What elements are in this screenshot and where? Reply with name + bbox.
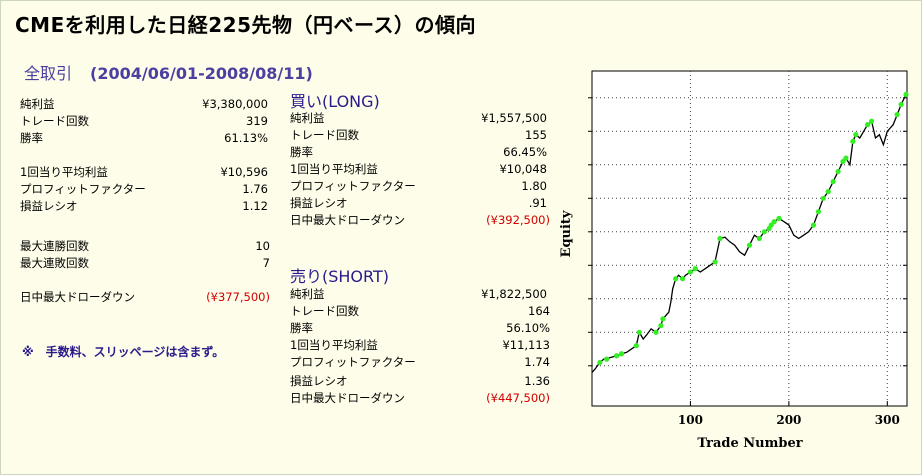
overall-row-pl-ratio: 損益レシオ 1.12 <box>20 199 268 213</box>
overall-row-trade-count: トレード回数 319 <box>20 114 268 128</box>
win-point <box>653 329 659 335</box>
win-point <box>768 222 774 228</box>
win-point <box>597 359 603 366</box>
x-tick-label: 100 <box>678 413 703 427</box>
win-point <box>868 118 875 124</box>
long-heading: 買い(LONG) <box>290 92 380 111</box>
overall-row-drawdown: 日中最大ドローダウン (¥377,500) <box>20 290 270 304</box>
win-point <box>660 316 666 322</box>
win-point <box>636 329 642 335</box>
win-point <box>776 215 782 221</box>
long-row-net-profit: 純利益 ¥1,557,500 <box>290 111 547 125</box>
equity-line <box>591 94 907 373</box>
overall-row-max-win-streak: 最大連勝回数 10 <box>20 239 270 253</box>
short-row-trade-count: トレード回数 164 <box>290 304 550 318</box>
win-point <box>894 111 900 118</box>
win-point <box>614 353 620 359</box>
short-row-net-profit: 純利益 ¥1,822,500 <box>290 287 547 301</box>
win-point <box>673 276 679 282</box>
win-point <box>820 195 826 201</box>
win-point <box>746 242 753 248</box>
plot-area <box>591 70 908 407</box>
grid-layer <box>592 71 907 406</box>
win-point <box>810 222 817 228</box>
long-row-win-rate: 勝率 66.45% <box>290 145 547 159</box>
win-point <box>761 229 767 235</box>
win-point <box>687 269 694 275</box>
win-point <box>898 101 904 108</box>
win-point <box>903 91 909 98</box>
overall-row-avg-profit: 1回当り平均利益 ¥10,596 <box>20 165 268 179</box>
win-point <box>840 158 846 165</box>
fees-note: ※ 手数料、スリッページは含まず。 <box>22 345 225 359</box>
x-axis-label: Trade Number <box>697 436 802 451</box>
short-heading: 売り(SHORT) <box>290 267 389 286</box>
period-subtitle: 全取引 (2004/06/01-2008/08/11) <box>24 60 313 84</box>
x-tick-label: 200 <box>776 413 801 427</box>
win-point <box>850 138 856 144</box>
short-row-pl-ratio: 損益レシオ 1.36 <box>290 374 550 388</box>
y-axis-label: Equity <box>559 210 574 257</box>
long-row-profit-factor: プロフィットファクター 1.80 <box>290 179 547 193</box>
overall-row-net-profit: 純利益 ¥3,380,000 <box>20 97 268 111</box>
overall-row-profit-factor: プロフィットファクター 1.76 <box>20 182 268 196</box>
long-row-pl-ratio: 損益レシオ .91 <box>290 196 547 210</box>
win-point <box>771 219 777 225</box>
equity-chart: 100 200 300 Equity Trade Number <box>559 70 909 451</box>
overall-row-win-rate: 勝率 61.13% <box>20 131 268 145</box>
win-point <box>604 356 610 362</box>
win-point <box>658 323 664 329</box>
long-row-trade-count: トレード回数 155 <box>290 128 547 142</box>
long-row-drawdown: 日中最大ドローダウン (¥392,500) <box>290 213 550 227</box>
win-point <box>717 235 723 242</box>
win-point <box>633 343 639 349</box>
win-point <box>679 276 686 282</box>
short-row-drawdown: 日中最大ドローダウン (¥447,500) <box>290 391 550 405</box>
page-title: CMEを利用した日経225先物（円ベース）の傾向 <box>15 13 476 37</box>
tick-layer: 100 200 300 <box>588 97 907 427</box>
date-range: (2004/06/01-2008/08/11) <box>90 64 313 83</box>
long-row-avg-profit: 1回当り平均利益 ¥10,048 <box>290 162 547 176</box>
win-point <box>830 178 836 185</box>
win-point <box>712 259 718 265</box>
win-point <box>756 235 762 242</box>
overall-row-max-loss-streak: 最大連敗回数 7 <box>20 256 270 270</box>
win-point <box>815 209 822 215</box>
win-point <box>692 266 698 272</box>
x-tick-label: 300 <box>875 413 900 427</box>
win-point <box>843 155 849 161</box>
winning-trade-points <box>597 91 909 366</box>
win-point <box>865 122 871 128</box>
win-point <box>835 168 841 175</box>
short-row-avg-profit: 1回当り平均利益 ¥11,113 <box>290 338 550 352</box>
short-row-profit-factor: プロフィットファクター 1.74 <box>290 355 550 369</box>
win-point <box>825 189 831 195</box>
all-trades-label: 全取引 <box>24 64 73 83</box>
short-row-win-rate: 勝率 56.10% <box>290 321 550 335</box>
win-point <box>618 351 625 357</box>
win-point <box>853 132 859 138</box>
